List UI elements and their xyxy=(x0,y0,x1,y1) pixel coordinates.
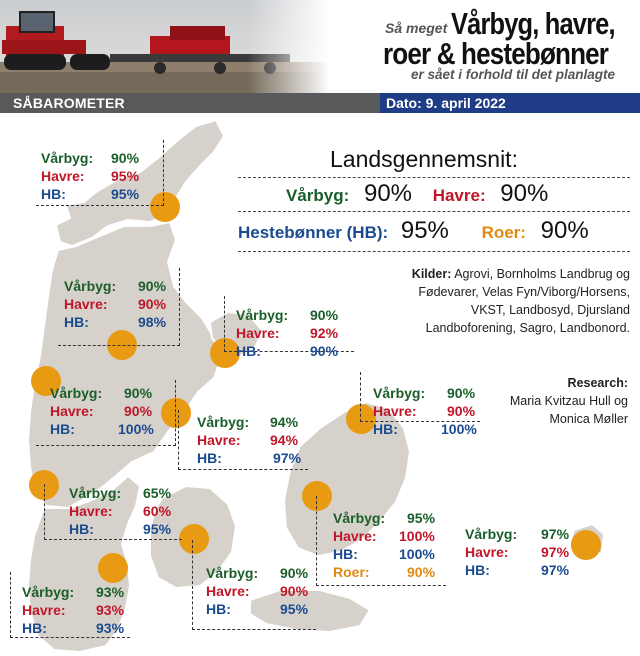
national-average-title: Landsgennemsnit: xyxy=(330,146,518,172)
region-marker xyxy=(210,338,240,368)
header-title-line2: roer & hestebønner xyxy=(383,36,609,71)
jutland-landmass xyxy=(26,220,224,510)
connector-line xyxy=(224,296,354,352)
region-marker xyxy=(302,481,332,511)
national-varbyg-value: 90% xyxy=(363,180,413,207)
research: Research: Maria Kvitzau Hull og Monica M… xyxy=(488,374,628,428)
section-band: SÅBAROMETER xyxy=(0,93,380,113)
national-row-1: Vårbyg: 90% Havre: 90% xyxy=(286,180,548,208)
region-label: Vårbyg: 65% Havre: 60% HB: 95% xyxy=(69,485,172,537)
region-marker xyxy=(31,366,61,396)
divider xyxy=(238,251,630,252)
national-roer-value: 90% xyxy=(540,217,589,244)
sources-label: Kilder: xyxy=(411,267,452,281)
national-hb-value: 95% xyxy=(400,217,449,244)
region-label: Vårbyg: 90% Havre: 92% HB: 90% xyxy=(236,307,339,359)
connector-line xyxy=(58,268,180,346)
region-label: Vårbyg: 90% Havre: 95% HB: 95% xyxy=(41,150,140,202)
region-label: Vårbyg: 94% Havre: 94% HB: 97% xyxy=(197,414,302,466)
divider xyxy=(238,211,630,212)
sources-text: Agrovi, Bornholms Landbrug og Fødevarer,… xyxy=(418,267,630,335)
research-label: Research: xyxy=(567,376,628,390)
national-hb-label: Hestebønner (HB): xyxy=(238,223,389,242)
connector-line xyxy=(36,380,176,446)
connector-line xyxy=(10,572,130,638)
tractor-photo xyxy=(0,0,330,93)
region-label: Vårbyg: 90% Havre: 90% HB: 95% xyxy=(206,565,309,617)
region-marker xyxy=(150,192,180,222)
lolland-landmass xyxy=(249,589,372,634)
connector-line xyxy=(316,496,446,586)
national-roer-label: Roer: xyxy=(481,223,526,242)
region-marker xyxy=(161,398,191,428)
connector-line xyxy=(192,540,316,630)
south-jutland-landmass xyxy=(26,474,142,654)
region-marker xyxy=(346,404,376,434)
header: Så meget Vårbyg, havre, roer & hestebønn… xyxy=(0,0,640,93)
connector-line xyxy=(178,410,308,470)
region-label: Vårbyg: 95% Havre: 100% HB: 100% Roer: 90% xyxy=(333,510,436,580)
region-marker xyxy=(179,524,209,554)
date-band: Dato: 9. april 2022 xyxy=(380,93,640,113)
region-label: Vårbyg: 90% Havre: 90% HB: 98% xyxy=(64,278,167,330)
national-havre-label: Havre: xyxy=(432,186,486,205)
research-names: Maria Kvitzau Hull og Monica Møller xyxy=(509,394,628,426)
region-label: Vårbyg: 90% Havre: 90% HB: 100% xyxy=(50,385,154,437)
north-jutland-landmass xyxy=(54,118,226,248)
zealand-landmass xyxy=(282,400,412,558)
denmark-map xyxy=(26,118,606,654)
header-prefix: Så meget xyxy=(385,20,448,36)
national-havre-value: 90% xyxy=(500,180,549,207)
header-subtitle: er sået i forhold til det planlagte xyxy=(411,67,616,82)
region-label: Vårbyg: 93% Havre: 93% HB: 93% xyxy=(22,584,125,636)
header-title-line1: Vårbyg, havre, xyxy=(451,6,616,41)
region-label: Vårbyg: 97% Havre: 97% HB: 97% xyxy=(465,526,570,578)
region-marker xyxy=(571,530,601,560)
connector-line xyxy=(36,140,164,206)
region-label: Vårbyg: 90% Havre: 90% HB: 100% xyxy=(373,385,477,437)
connector-line xyxy=(44,484,182,540)
sources: Kilder: Agrovi, Bornholms Landbrug og Fø… xyxy=(408,265,630,337)
connector-line xyxy=(360,372,480,422)
national-varbyg-label: Vårbyg: xyxy=(286,186,350,205)
region-marker xyxy=(98,553,128,583)
divider xyxy=(238,177,630,178)
section-label: SÅBAROMETER xyxy=(13,95,125,111)
national-row-2: Hestebønner (HB): 95% Roer: 90% xyxy=(238,217,589,245)
date-label: Dato: 9. april 2022 xyxy=(386,95,506,111)
